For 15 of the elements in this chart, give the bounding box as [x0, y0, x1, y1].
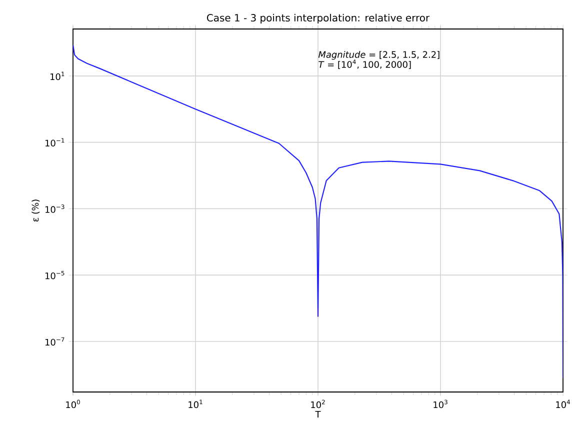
x-tick-label: 10$^{3}$ [434, 400, 448, 408]
x-tick-label: 10$^{4}$ [556, 400, 570, 408]
x-tick-label: 10$^{0}$ [66, 400, 80, 408]
y-axis-title: ε (%) [32, 200, 40, 222]
annotation: T = [10$^{4}$, 100, 2000] [318, 60, 411, 69]
x-tick-label: 10$^{2}$ [311, 400, 325, 408]
y-tick-label: 10$^{−3}$ [46, 204, 64, 213]
chart-title: Case 1 - 3 points interpolation: relative error [207, 14, 430, 24]
x-axis-title: T [315, 411, 321, 418]
annotation: Magnitude = [2.5, 1.5, 2.2] [318, 50, 440, 60]
y-tick-label: 10$^{−1}$ [46, 138, 64, 146]
x-tick-label: 10$^{1}$ [188, 400, 202, 408]
y-tick-label: 10$^{−7}$ [46, 337, 64, 346]
y-tick-label: 10$^{1}$ [50, 72, 64, 80]
y-tick-label: 10$^{−5}$ [46, 270, 64, 280]
